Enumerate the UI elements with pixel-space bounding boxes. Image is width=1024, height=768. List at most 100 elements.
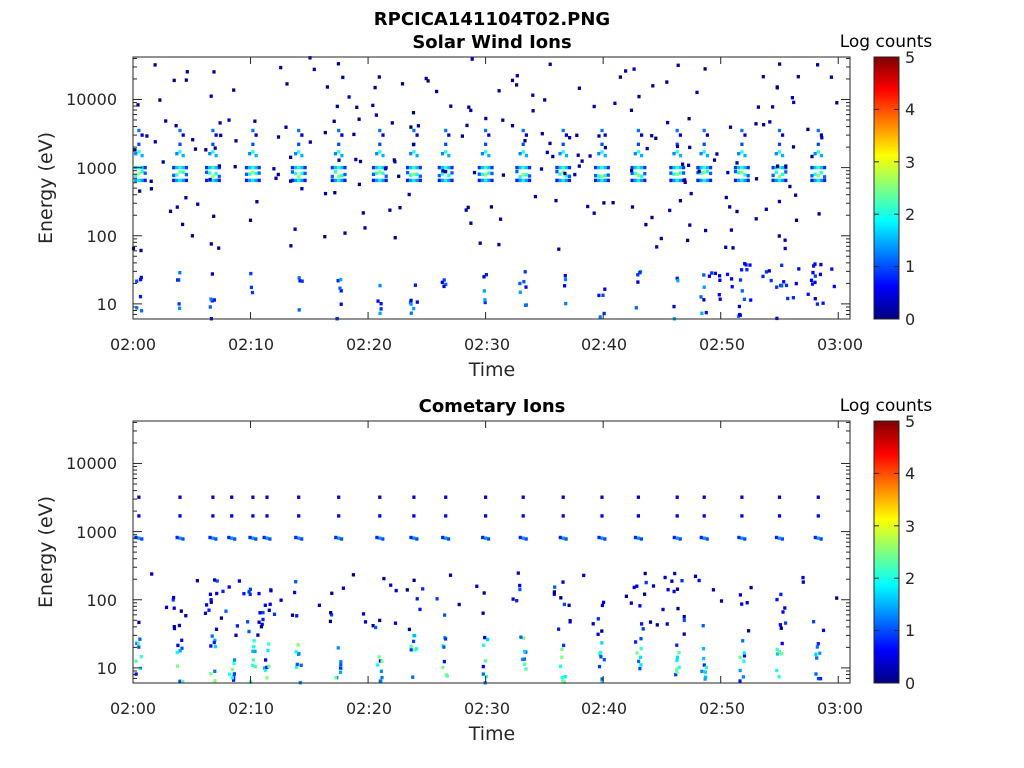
heatmap-cell: [561, 142, 565, 146]
heatmap-cell: [448, 573, 453, 577]
heatmap-cell: [777, 536, 782, 540]
heatmap-cell: [742, 297, 746, 301]
heatmap-cell: [230, 676, 234, 680]
heatmap-cell: [251, 663, 255, 667]
heatmap-cell: [552, 590, 556, 594]
colorbar-title: Log counts: [840, 32, 933, 52]
heatmap-cell: [248, 172, 252, 176]
heatmap-cell: [210, 634, 214, 638]
heatmap-cell: [465, 123, 469, 128]
heatmap-cell: [341, 586, 345, 590]
heatmap-cell: [699, 295, 703, 299]
heatmap-cell: [524, 285, 528, 289]
heatmap-cell: [563, 284, 567, 288]
heatmap-cell: [813, 280, 817, 285]
heatmap-cell: [272, 612, 277, 616]
heatmap-cell: [681, 162, 685, 166]
heatmap-cell: [406, 165, 410, 170]
heatmap-cell: [705, 133, 709, 137]
heatmap-cell: [740, 150, 744, 154]
heatmap-cell: [636, 178, 640, 183]
heatmap-cell: [140, 169, 144, 174]
heatmap-cell: [777, 178, 782, 183]
heatmap-cell: [289, 244, 293, 248]
heatmap-cell: [308, 56, 312, 60]
heatmap-cell: [337, 536, 341, 540]
heatmap-cell: [778, 62, 782, 66]
heatmap-cell: [781, 610, 785, 614]
heatmap-cell: [208, 171, 212, 175]
x-tick-label: 02:00: [110, 335, 156, 354]
x-tick-label: 03:00: [817, 699, 863, 718]
heatmap-cell: [484, 150, 488, 154]
heatmap-cell: [480, 178, 484, 183]
heatmap-cell: [816, 178, 820, 183]
heatmap-cell: [339, 277, 343, 282]
heatmap-cell: [203, 611, 208, 615]
heatmap-cell: [337, 128, 341, 133]
heatmap-cell: [794, 281, 798, 286]
heatmap-cell: [297, 178, 301, 183]
heatmap-cell: [577, 86, 581, 90]
heatmap-cell: [814, 652, 818, 656]
heatmap-cell: [193, 147, 198, 151]
heatmap-cell: [702, 536, 706, 540]
heatmap-cell: [639, 537, 643, 541]
heatmap-cell: [308, 140, 312, 144]
heatmap-cell: [515, 599, 519, 603]
heatmap-cell: [415, 153, 419, 158]
heatmap-cell: [675, 128, 679, 133]
heatmap-cell: [813, 178, 817, 183]
heatmap-cell: [196, 202, 200, 206]
heatmap-cell: [267, 608, 271, 612]
heatmap-cell: [774, 178, 778, 183]
heatmap-cell: [177, 302, 181, 306]
heatmap-cell: [703, 677, 707, 681]
heatmap-cell: [363, 226, 367, 230]
heatmap-cell: [168, 209, 173, 213]
heatmap-cell: [696, 165, 700, 170]
heatmap-cell: [379, 302, 383, 306]
heatmap-cell: [481, 611, 485, 615]
heatmap-cell: [678, 171, 682, 175]
heatmap-cell: [672, 165, 676, 170]
heatmap-cell: [247, 629, 251, 634]
heatmap-cell: [251, 128, 255, 133]
colorbar: [873, 420, 900, 684]
y-tick-label: 100: [86, 591, 117, 610]
heatmap-cell: [564, 537, 568, 541]
heatmap-cell: [444, 514, 448, 518]
heatmap-cell: [515, 74, 519, 78]
heatmap-cell: [670, 579, 674, 583]
heatmap-cell: [743, 133, 747, 137]
heatmap-cell: [810, 282, 815, 286]
heatmap-cell: [340, 173, 344, 178]
heatmap-cell: [702, 128, 706, 133]
heatmap-cell: [230, 536, 234, 540]
heatmap-cell: [135, 306, 139, 310]
heatmap-cell: [712, 158, 717, 162]
heatmap-cell: [806, 127, 810, 132]
heatmap-cell: [696, 178, 700, 183]
heatmap-cell: [613, 101, 617, 105]
heatmap-cell: [580, 159, 584, 163]
heatmap-cell: [598, 315, 602, 319]
heatmap-cell: [813, 172, 817, 176]
heatmap-cell: [777, 675, 781, 679]
heatmap-cell: [643, 592, 647, 596]
heatmap-cell: [412, 165, 416, 170]
heatmap-cell: [733, 178, 738, 183]
heatmap-cell: [334, 535, 338, 540]
heatmap-cell: [638, 655, 643, 659]
heatmap-cell: [515, 165, 519, 170]
heatmap-cell: [294, 580, 298, 584]
x-tick-label: 02:50: [699, 699, 745, 718]
heatmap-cell: [211, 128, 215, 133]
heatmap-cell: [774, 170, 778, 174]
heatmap-cell: [786, 296, 790, 301]
heatmap-cell: [638, 271, 642, 275]
heatmap-cell: [559, 596, 563, 600]
heatmap-cell: [138, 294, 143, 299]
heatmap-cell: [251, 150, 255, 154]
heatmap-cell: [211, 536, 215, 540]
